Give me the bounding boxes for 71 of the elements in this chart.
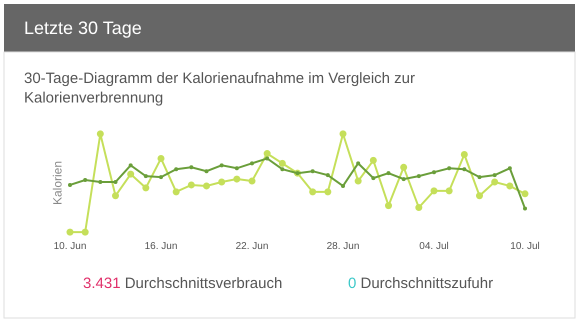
x-tick-label: 10. Jun (54, 241, 86, 252)
point (400, 164, 408, 171)
x-tick-label: 28. Jun (326, 241, 360, 252)
point (144, 174, 148, 178)
point (174, 167, 178, 172)
point (385, 202, 392, 210)
point (371, 176, 376, 180)
point (416, 174, 421, 178)
point (447, 166, 452, 170)
point (310, 169, 315, 174)
point (98, 180, 102, 184)
point (248, 178, 256, 185)
point (203, 182, 210, 190)
chart-title: Letzte 30 Tage (24, 18, 142, 38)
x-tick-label: 04. Jul (419, 241, 449, 252)
x-tick-label: 22. Jun (236, 241, 268, 252)
point (476, 192, 483, 200)
point (204, 169, 208, 174)
point (112, 192, 119, 200)
point (158, 154, 164, 162)
point (309, 188, 316, 196)
y-axis-title: Kalorien (50, 160, 64, 206)
x-tick-label: 16. Jun (144, 241, 178, 252)
point (491, 178, 498, 186)
point (66, 228, 74, 236)
text: 3.431 Durchschnittsverbrauch (83, 275, 282, 292)
point (460, 151, 468, 158)
point (68, 182, 72, 187)
point (172, 188, 180, 196)
point (188, 181, 195, 188)
point (508, 166, 512, 170)
point (326, 173, 330, 178)
point (506, 182, 514, 190)
point (159, 175, 163, 180)
point (280, 167, 284, 172)
point (462, 167, 466, 172)
point (142, 184, 150, 192)
point (250, 161, 254, 166)
point (82, 228, 89, 236)
point (114, 180, 118, 184)
point (265, 156, 270, 160)
point (430, 187, 438, 194)
point (402, 177, 406, 182)
point (386, 171, 390, 176)
point (370, 156, 377, 164)
point (233, 176, 240, 183)
point (83, 178, 88, 182)
point (96, 130, 104, 138)
point (356, 161, 360, 166)
point (415, 204, 422, 212)
point (446, 187, 453, 194)
point (354, 178, 362, 185)
point (523, 206, 527, 211)
point (234, 166, 239, 170)
point (189, 165, 194, 170)
point (278, 160, 286, 167)
point (220, 163, 224, 168)
point (128, 163, 133, 168)
point (432, 170, 436, 174)
point (324, 188, 332, 196)
point (127, 170, 134, 178)
x-tick-label: 10. Jul (510, 241, 540, 252)
point (478, 175, 482, 180)
chart-subtitle: 30-Tage-Diagramm der Kalorienaufnahme im Vergleich zur Kalorienverbrennung (24, 70, 416, 106)
point (341, 184, 345, 188)
point (522, 190, 528, 198)
text: 0 Durchschnittszufuhr (348, 275, 494, 292)
point (492, 173, 497, 178)
point (218, 178, 226, 186)
point (340, 130, 346, 138)
point (264, 150, 271, 158)
